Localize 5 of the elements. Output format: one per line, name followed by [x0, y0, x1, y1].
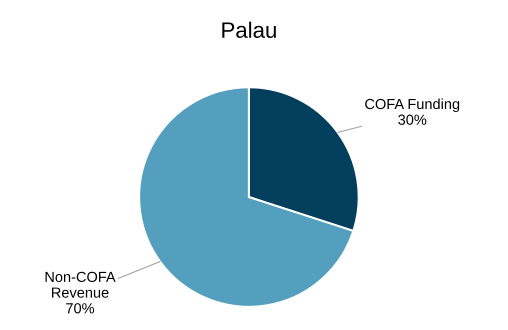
- slice-label: COFA Funding: [365, 98, 460, 112]
- data-label: 70%: [66, 303, 94, 314]
- data-label: 30%: [398, 114, 426, 125]
- slice-label: Non-COFA Revenue: [46, 272, 116, 298]
- chart-title: Palau: [222, 22, 276, 38]
